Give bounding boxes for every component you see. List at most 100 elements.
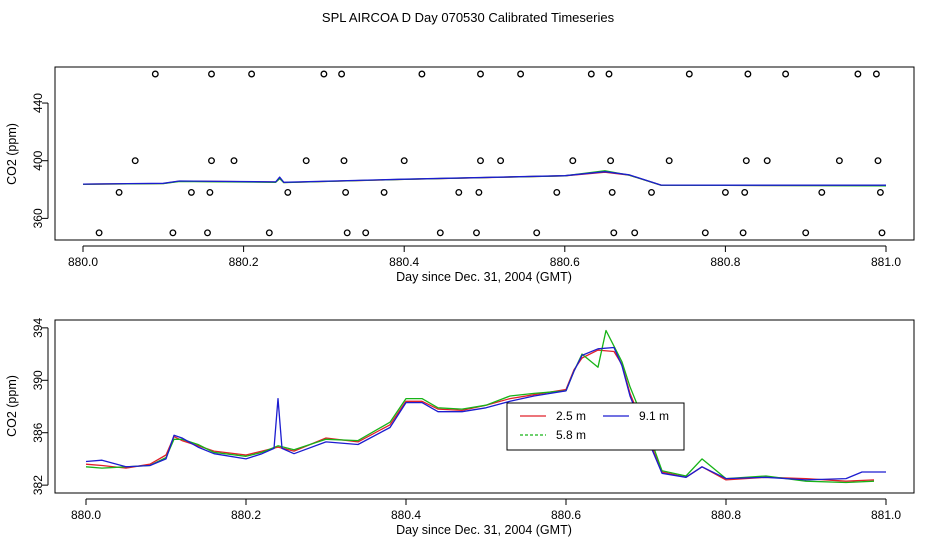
calibration-point [665,157,673,165]
bottom-x-tick-label: 881.0 [871,508,901,522]
calibration-point [605,70,613,78]
top-line-5-8-m [82,170,887,187]
top-y-tick-label: 360 [31,208,45,228]
calibration-point [533,229,541,237]
bottom-y-tick-label: 390 [31,370,45,390]
calibration-point [475,188,483,196]
calibration-point [169,229,177,237]
calibration-point [265,229,273,237]
calibration-point [742,157,750,165]
calibration-point [854,70,862,78]
bottom-y-tick-label: 394 [31,318,45,338]
calibration-point [741,188,749,196]
calibration-point [739,229,747,237]
top-line-2-5-m [82,171,887,187]
calibration-point [320,70,328,78]
top-y-tick-label: 440 [31,93,45,113]
calibration-point [721,188,729,196]
bottom-y-axis: 382 386 390 394 [31,318,49,495]
bottom-y-tick-label: 386 [31,422,45,442]
bottom-line-9-1-m [85,346,886,481]
top-x-tick-label: 880.2 [229,255,259,269]
calibration-point [95,229,103,237]
top-line-9-1-m [82,171,886,186]
calibration-point [208,157,215,165]
calibration-point [418,70,426,78]
calibration-point [208,70,215,78]
legend: 2.5 m 5.8 m 9.1 m [506,402,685,451]
bottom-plot-frame [54,319,915,494]
calibration-point [436,229,444,237]
calibration-point [701,229,709,237]
top-x-tick-label: 880.6 [550,255,580,269]
top-x-axis-label: Day since Dec. 31, 2004 (GMT) [396,270,572,284]
calibration-point [187,188,195,196]
calibration-point [878,229,886,237]
bottom-y-tick-label: 382 [31,475,45,495]
calibration-point [835,157,843,165]
calibration-point [340,157,348,165]
top-y-tick-label: 400 [31,150,45,170]
top-x-tick-label: 880.8 [710,255,740,269]
calibration-point [763,157,771,165]
top-x-tick-label: 881.0 [871,255,901,269]
calibration-point [400,157,408,165]
calibration-point [455,188,463,196]
calibration-point [151,70,159,78]
calibration-point [631,229,639,237]
calibration-point [569,157,577,165]
calibration-point [380,188,388,196]
calibration-point [802,229,810,237]
top-y-axis-label: CO2 (ppm) [5,123,19,185]
bottom-x-axis: 880.0 880.2 880.4 880.6 880.8 881.0 [71,498,901,522]
legend-label-2-5m: 2.5 m [556,409,586,423]
calibration-point [206,188,214,196]
top-x-axis: 880.0 880.2 880.4 880.6 880.8 881.0 [68,245,901,269]
calibration-point [607,157,615,165]
legend-box [506,402,685,451]
calibration-point [648,188,655,196]
bottom-x-axis-label: Day since Dec. 31, 2004 (GMT) [396,523,572,537]
calibration-point [473,229,480,237]
calibration-point [744,70,752,78]
calibration-point [204,229,211,237]
calibration-point [876,188,884,196]
bottom-series-group [85,329,886,484]
calibration-point [115,188,123,196]
top-x-tick-label: 880.0 [68,255,98,269]
calibration-point [608,188,616,196]
calibration-point [685,70,693,78]
calibration-point [872,70,880,78]
bottom-x-tick-label: 880.2 [231,508,261,522]
bottom-line-5-8-m [85,329,875,484]
calibration-point [587,70,595,78]
bottom-panel: 880.0 880.2 880.4 880.6 880.8 881.0 382 386 390… [5,318,915,537]
calibration-point [302,157,310,165]
bottom-line-2-5-m [85,349,875,482]
top-panel: 880.0 880.2 880.4 880.6 880.8 881.0 360 400 440… [5,66,915,284]
calibration-point [497,157,505,165]
calibration-point [553,188,561,196]
calibration-point [477,70,484,78]
top-x-tick-label: 880.4 [389,255,419,269]
calibration-point [818,188,826,196]
calibration-point [284,188,292,196]
calibration-point [342,188,350,196]
calibration-point [248,70,256,78]
top-plot-frame [54,66,915,241]
calibration-point [782,70,790,78]
calibration-point [362,229,370,237]
bottom-x-tick-label: 880.4 [391,508,421,522]
legend-label-5-8m: 5.8 m [556,428,586,442]
bottom-y-axis-label: CO2 (ppm) [5,375,19,437]
calibration-point [338,70,346,78]
top-calibration-points [95,70,886,237]
bottom-x-tick-label: 880.8 [711,508,741,522]
calibration-point [517,70,525,78]
legend-label-9-1m: 9.1 m [639,409,669,423]
calibration-point [230,157,238,165]
bottom-x-tick-label: 880.6 [551,508,581,522]
calibration-point [477,157,484,165]
calibration-point [874,157,882,165]
top-y-axis: 360 400 440 [31,93,49,228]
